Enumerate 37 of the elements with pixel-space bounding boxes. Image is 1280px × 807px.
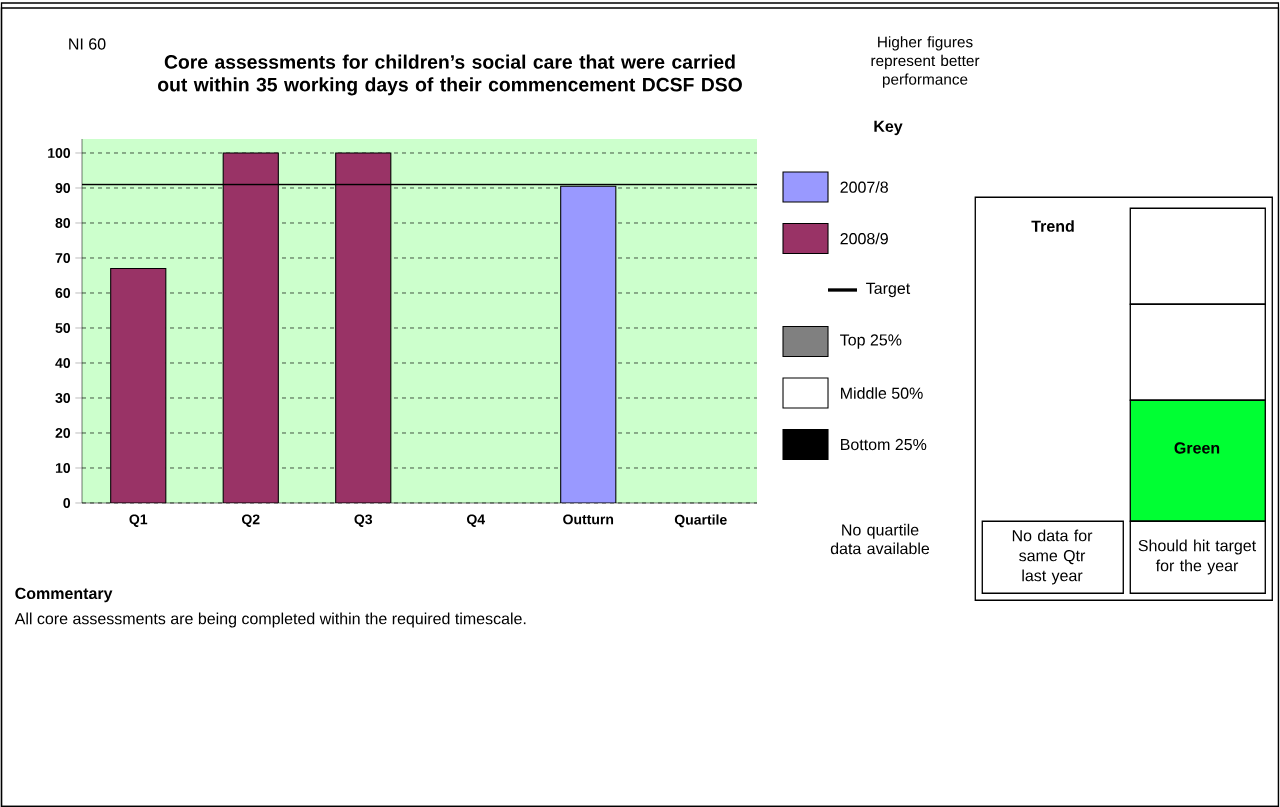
x-tick-label: Q2 (241, 514, 260, 527)
text: Trend (1031, 220, 1074, 232)
chart-title: Core assessments for children’s social care that were carried out within 35 working days of their commencement DCSF DSO (158, 54, 742, 96)
text: No data for same Qtr last year (1012, 529, 1093, 585)
y-tick-label: 0 (63, 498, 71, 508)
bar (335, 152, 392, 503)
text: Higher figures represent better performance (871, 36, 980, 88)
legend-label: 2007/8 (840, 181, 888, 193)
y-tick-label: 60 (55, 288, 71, 298)
text: Should hit target for the year (1138, 539, 1257, 575)
text: Green (1174, 442, 1220, 454)
y-tick-label: 100 (48, 148, 71, 158)
y-tick-label: 80 (55, 218, 71, 228)
text: NI 60 (69, 38, 106, 50)
y-tick-label: 50 (55, 323, 71, 333)
y-tick-label: 20 (55, 428, 71, 438)
legend-label: Top 25% (840, 334, 902, 349)
x-tick-label: Outturn (563, 514, 614, 525)
legend-label: Middle 50% (841, 387, 923, 399)
y-tick-label: 30 (55, 393, 71, 403)
legend-label: Target (866, 282, 911, 298)
text: Commentary (15, 587, 113, 603)
bar (110, 267, 167, 503)
text: All core assessments are being completed within the required timescale. (14, 612, 526, 628)
text: No quartile data available (830, 523, 930, 555)
legend-title: Key (874, 120, 903, 136)
x-tick-label: Q3 (354, 514, 373, 527)
bar (222, 152, 279, 503)
legend-label: 2008/9 (840, 232, 888, 245)
y-tick-label: 10 (55, 463, 71, 473)
x-tick-label: Q4 (466, 514, 486, 527)
y-tick-label: 70 (55, 253, 71, 263)
legend-label: Bottom 25% (841, 438, 927, 451)
x-tick-label: Q1 (129, 514, 148, 527)
y-tick-label: 90 (55, 183, 71, 193)
x-tick-label: Quartile (674, 514, 727, 528)
y-tick-label: 40 (55, 358, 71, 368)
